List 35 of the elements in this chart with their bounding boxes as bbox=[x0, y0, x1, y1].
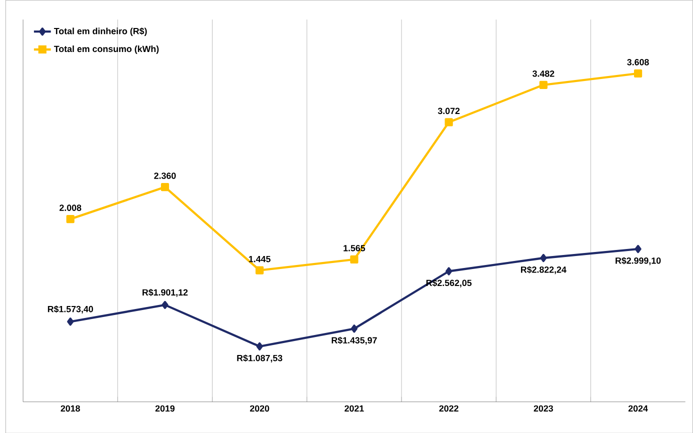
data-label: 3.482 bbox=[532, 70, 554, 77]
data-label: 3.072 bbox=[438, 108, 460, 114]
data-label: 2.008 bbox=[60, 204, 82, 211]
legend-label: Total em dinheiro (R$) bbox=[54, 27, 147, 36]
x-tick-label: 2022 bbox=[439, 405, 458, 412]
point bbox=[444, 118, 453, 126]
legend-label: Total em consumo (kWh) bbox=[54, 45, 159, 54]
data-label: 3.608 bbox=[627, 58, 649, 66]
x-tick-label: 2021 bbox=[344, 405, 364, 412]
x-tick-label: 2019 bbox=[155, 405, 175, 412]
x-tick-label: 2024 bbox=[628, 405, 648, 412]
data-label: R$1.087,53 bbox=[237, 354, 282, 362]
data-label: 2.360 bbox=[154, 172, 176, 179]
x-tick-label: 2023 bbox=[534, 405, 554, 412]
point bbox=[162, 300, 168, 309]
point bbox=[634, 244, 642, 253]
point bbox=[67, 317, 74, 326]
point bbox=[539, 80, 548, 89]
x-tick-label: 2020 bbox=[250, 405, 270, 412]
point bbox=[350, 324, 358, 333]
data-label: R$2.822,24 bbox=[521, 266, 566, 274]
x-tick-label: 2018 bbox=[60, 405, 80, 412]
point bbox=[634, 69, 642, 78]
point bbox=[350, 255, 358, 264]
point bbox=[256, 342, 263, 350]
point bbox=[256, 266, 264, 274]
point bbox=[446, 267, 452, 276]
data-label: R$1.435,97 bbox=[332, 336, 377, 345]
data-label: R$1.573,40 bbox=[48, 305, 94, 314]
data-label: R$2.999,10 bbox=[616, 256, 661, 265]
point bbox=[540, 254, 547, 262]
point bbox=[160, 182, 170, 191]
point bbox=[66, 214, 74, 223]
data-label: R$1.901,12 bbox=[142, 288, 188, 297]
data-label: 1.445 bbox=[249, 256, 270, 262]
